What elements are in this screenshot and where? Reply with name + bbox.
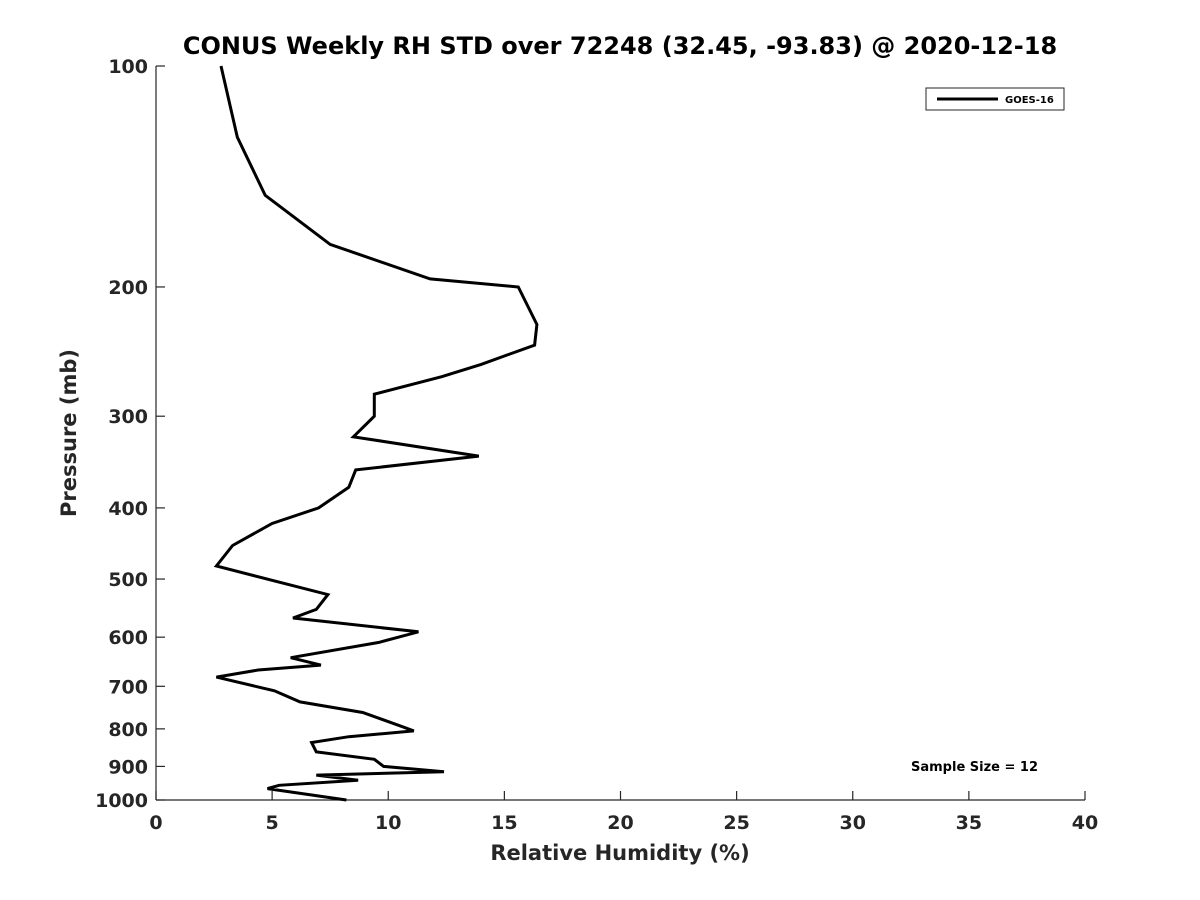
y-tick-label: 600: [108, 627, 148, 649]
x-tick-label: 40: [1072, 812, 1098, 834]
series-layer: [213, 65, 539, 802]
x-axis: 0 5 10 15 20 25 30 35 40: [149, 791, 1098, 834]
legend-label-goes-16: GOES-16: [1005, 95, 1054, 106]
x-tick-label: 0: [149, 812, 162, 834]
y-tick-label: 300: [108, 406, 148, 428]
series-line-goes-16: [213, 65, 539, 802]
x-tick-label: 15: [491, 812, 517, 834]
x-tick-label: 5: [266, 812, 279, 834]
sample-size-annotation: Sample Size = 12: [911, 760, 1038, 775]
y-axis: 100 200 300 400 500 600 700 800 900 1000: [95, 56, 165, 812]
y-tick-label: 1000: [95, 790, 148, 812]
y-tick-label: 800: [108, 719, 148, 741]
legend: GOES-16: [925, 87, 1065, 111]
x-tick-label: 20: [607, 812, 633, 834]
x-axis-label: Relative Humidity (%): [490, 841, 749, 865]
chart-title: CONUS Weekly RH STD over 72248 (32.45, -…: [183, 32, 1057, 60]
plot-area: [156, 66, 1085, 800]
x-tick-label: 30: [840, 812, 866, 834]
y-tick-label: 100: [108, 56, 148, 78]
y-tick-label: 200: [108, 277, 148, 299]
y-axis-label: Pressure (mb): [57, 349, 81, 517]
y-tick-label: 900: [108, 756, 148, 778]
y-tick-label: 400: [108, 498, 148, 520]
y-tick-label: 500: [108, 569, 148, 591]
x-tick-label: 25: [723, 812, 749, 834]
x-tick-label: 35: [956, 812, 982, 834]
x-tick-label: 10: [375, 812, 401, 834]
y-tick-label: 700: [108, 676, 148, 698]
